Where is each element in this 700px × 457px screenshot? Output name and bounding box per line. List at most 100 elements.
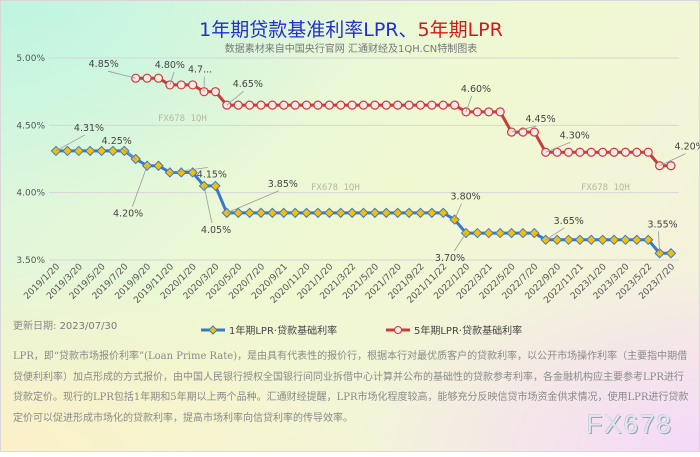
data-point-1y <box>416 208 425 217</box>
data-point-5y <box>325 101 333 109</box>
data-point-1y <box>382 208 391 217</box>
data-point-1y <box>496 229 505 238</box>
data-point-1y <box>336 208 345 217</box>
data-point-1y <box>177 168 186 177</box>
data-point-5y <box>599 148 607 156</box>
data-point-1y <box>302 208 311 217</box>
data-point-5y <box>621 148 629 156</box>
data-point-1y <box>564 235 573 244</box>
data-point-5y <box>633 148 641 156</box>
data-point-1y <box>211 181 220 190</box>
data-point-1y <box>393 208 402 217</box>
data-point-5y <box>553 148 561 156</box>
data-point-1y <box>257 208 266 217</box>
data-point-5y <box>155 74 163 82</box>
update-value: 2023/07/30 <box>60 321 118 332</box>
data-point-5y <box>371 101 379 109</box>
data-label: 4.65% <box>233 79 263 90</box>
data-point-1y <box>553 235 562 244</box>
legend-1y-label: 1年期LPR·贷款基础利率 <box>229 322 337 337</box>
watermark-text: FX678 1QH <box>311 183 360 193</box>
data-point-5y <box>451 101 459 109</box>
data-point-1y <box>370 208 379 217</box>
data-point-1y <box>86 146 95 155</box>
data-label: 4.15% <box>197 169 227 180</box>
data-point-1y <box>507 229 516 238</box>
data-point-1y <box>587 235 596 244</box>
y-tick-label: 4.00% <box>16 189 45 199</box>
y-tick-label: 3.50% <box>16 256 45 266</box>
data-label-leader <box>454 233 466 251</box>
legend-1y[interactable]: 1年期LPR·贷款基础利率 <box>201 322 337 337</box>
data-point-1y <box>632 235 641 244</box>
data-point-1y <box>63 146 72 155</box>
data-point-5y <box>189 81 197 89</box>
watermark-text: FX678 1QH <box>581 183 630 193</box>
data-point-1y <box>108 146 117 155</box>
data-point-1y <box>245 208 254 217</box>
data-point-5y <box>246 101 254 109</box>
data-point-5y <box>565 148 573 156</box>
data-label: 4.20% <box>675 142 700 153</box>
data-label: 3.70% <box>435 253 465 264</box>
data-point-5y <box>211 88 219 96</box>
data-label-leader <box>204 186 212 223</box>
data-point-5y <box>439 101 447 109</box>
data-point-5y <box>485 108 493 116</box>
legend-5y-swatch <box>386 325 410 335</box>
data-point-5y <box>610 148 618 156</box>
y-tick-label: 5.00% <box>16 54 45 64</box>
data-point-1y <box>473 229 482 238</box>
data-point-5y <box>268 101 276 109</box>
data-point-5y <box>303 101 311 109</box>
legend-1y-swatch <box>201 325 225 335</box>
data-point-1y <box>621 235 630 244</box>
data-label: 3.85% <box>268 179 298 190</box>
data-point-5y <box>405 101 413 109</box>
data-label: 4.80% <box>155 60 185 71</box>
data-point-1y <box>427 208 436 217</box>
data-point-5y <box>530 128 538 136</box>
data-label: 4.25% <box>102 136 132 147</box>
data-point-5y <box>496 108 504 116</box>
data-point-1y <box>484 229 493 238</box>
data-point-5y <box>314 101 322 109</box>
data-point-1y <box>667 249 676 258</box>
data-point-1y <box>518 229 527 238</box>
data-label: 3.65% <box>554 216 584 227</box>
watermark-text: FX678 1QH <box>158 114 207 124</box>
data-point-5y <box>348 101 356 109</box>
data-point-1y <box>359 208 368 217</box>
data-point-1y <box>268 208 277 217</box>
data-label: 4.30% <box>560 130 590 141</box>
data-point-1y <box>348 208 357 217</box>
data-point-5y <box>280 101 288 109</box>
data-point-1y <box>74 146 83 155</box>
update-date: 更新日期: 2023/07/30 <box>13 317 117 332</box>
data-label: 4.45% <box>525 114 555 125</box>
data-label: 4.60% <box>461 84 491 95</box>
update-label: 更新日期: <box>13 321 56 332</box>
data-point-5y <box>360 101 368 109</box>
data-label-leader <box>132 166 147 207</box>
data-point-5y <box>257 101 265 109</box>
data-label-leader <box>108 71 136 78</box>
data-point-5y <box>394 101 402 109</box>
data-point-5y <box>576 148 584 156</box>
data-point-1y <box>313 208 322 217</box>
data-label: 4.7... <box>188 65 212 76</box>
data-point-5y <box>337 101 345 109</box>
legend-5y-label: 5年期LPR·贷款基础利率 <box>414 322 522 337</box>
data-point-1y <box>291 208 300 217</box>
data-label: 3.55% <box>648 219 678 230</box>
legend-5y[interactable]: 5年期LPR·贷款基础利率 <box>386 322 522 337</box>
data-point-5y <box>667 162 675 170</box>
data-point-5y <box>143 74 151 82</box>
data-point-1y <box>598 235 607 244</box>
data-label: 3.80% <box>451 192 481 203</box>
data-point-5y <box>644 148 652 156</box>
data-label: 4.31% <box>74 123 104 134</box>
data-point-1y <box>575 235 584 244</box>
data-point-1y <box>610 235 619 244</box>
